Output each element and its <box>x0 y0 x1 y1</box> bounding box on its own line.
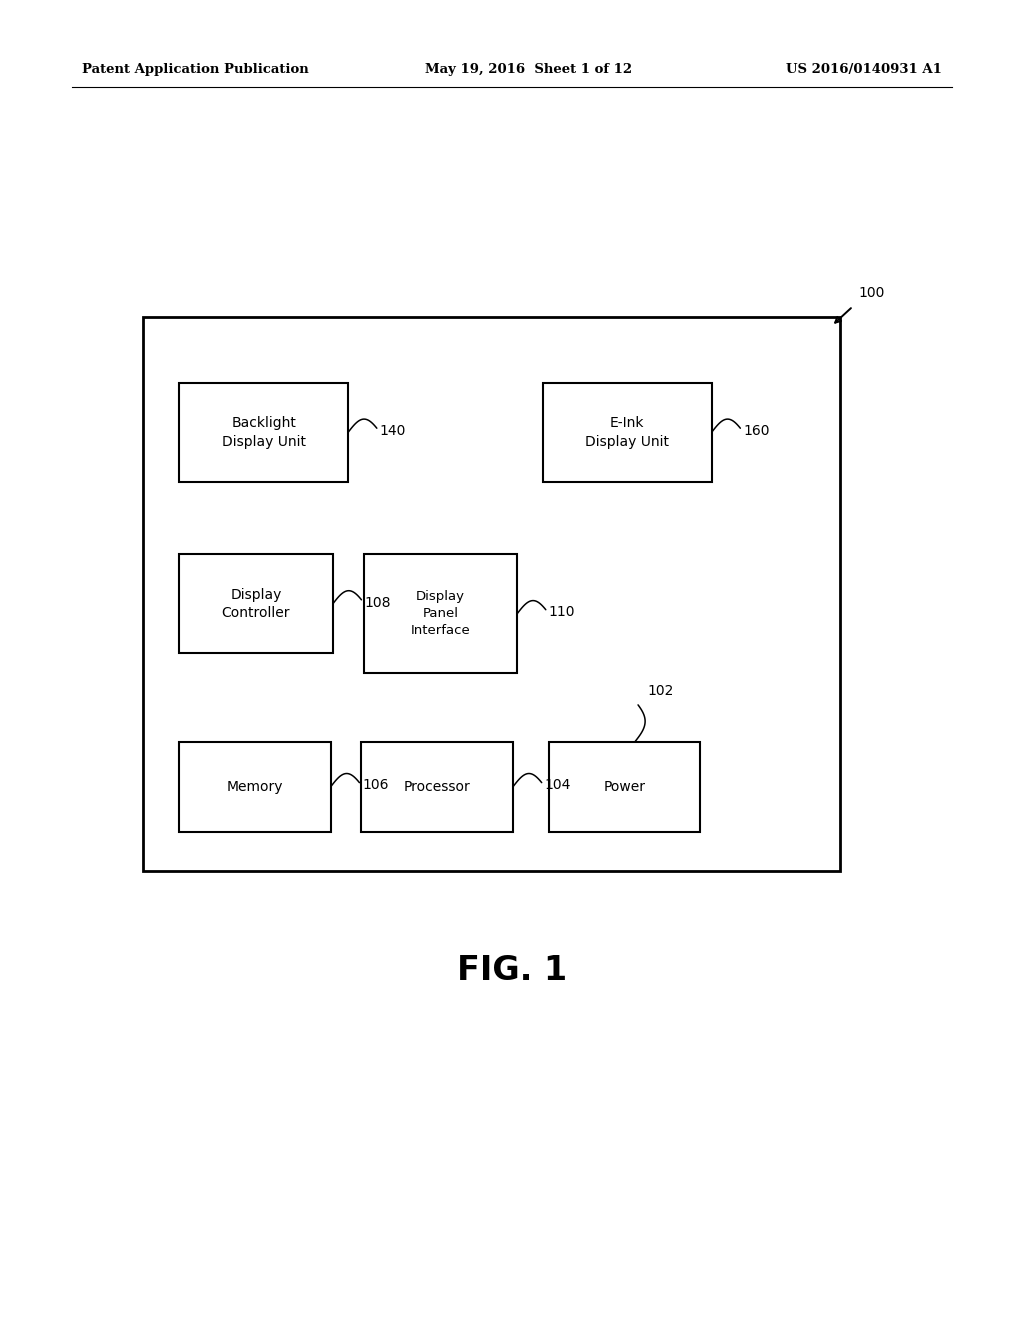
Text: FIG. 1: FIG. 1 <box>457 953 567 987</box>
Text: Memory: Memory <box>226 780 284 793</box>
Text: Processor: Processor <box>403 780 471 793</box>
Text: 106: 106 <box>362 779 389 792</box>
Text: Backlight
Display Unit: Backlight Display Unit <box>221 416 306 449</box>
Text: 110: 110 <box>549 606 575 619</box>
Text: 102: 102 <box>647 684 674 698</box>
Bar <box>143 317 840 871</box>
Text: 160: 160 <box>743 424 770 438</box>
Text: Display
Panel
Interface: Display Panel Interface <box>411 590 470 638</box>
Text: May 19, 2016  Sheet 1 of 12: May 19, 2016 Sheet 1 of 12 <box>425 63 632 77</box>
Bar <box>179 383 348 482</box>
Text: 100: 100 <box>858 285 885 300</box>
Text: Power: Power <box>603 780 646 793</box>
Bar <box>549 742 700 832</box>
Text: Display
Controller: Display Controller <box>222 587 290 620</box>
Bar <box>361 742 513 832</box>
Text: Patent Application Publication: Patent Application Publication <box>82 63 308 77</box>
Text: 140: 140 <box>380 424 407 438</box>
Bar <box>364 554 517 673</box>
Text: 104: 104 <box>545 779 571 792</box>
Bar <box>179 742 331 832</box>
Text: E-Ink
Display Unit: E-Ink Display Unit <box>585 416 670 449</box>
Bar <box>179 554 333 653</box>
Text: 108: 108 <box>365 595 391 610</box>
Text: US 2016/0140931 A1: US 2016/0140931 A1 <box>786 63 942 77</box>
Bar <box>543 383 712 482</box>
